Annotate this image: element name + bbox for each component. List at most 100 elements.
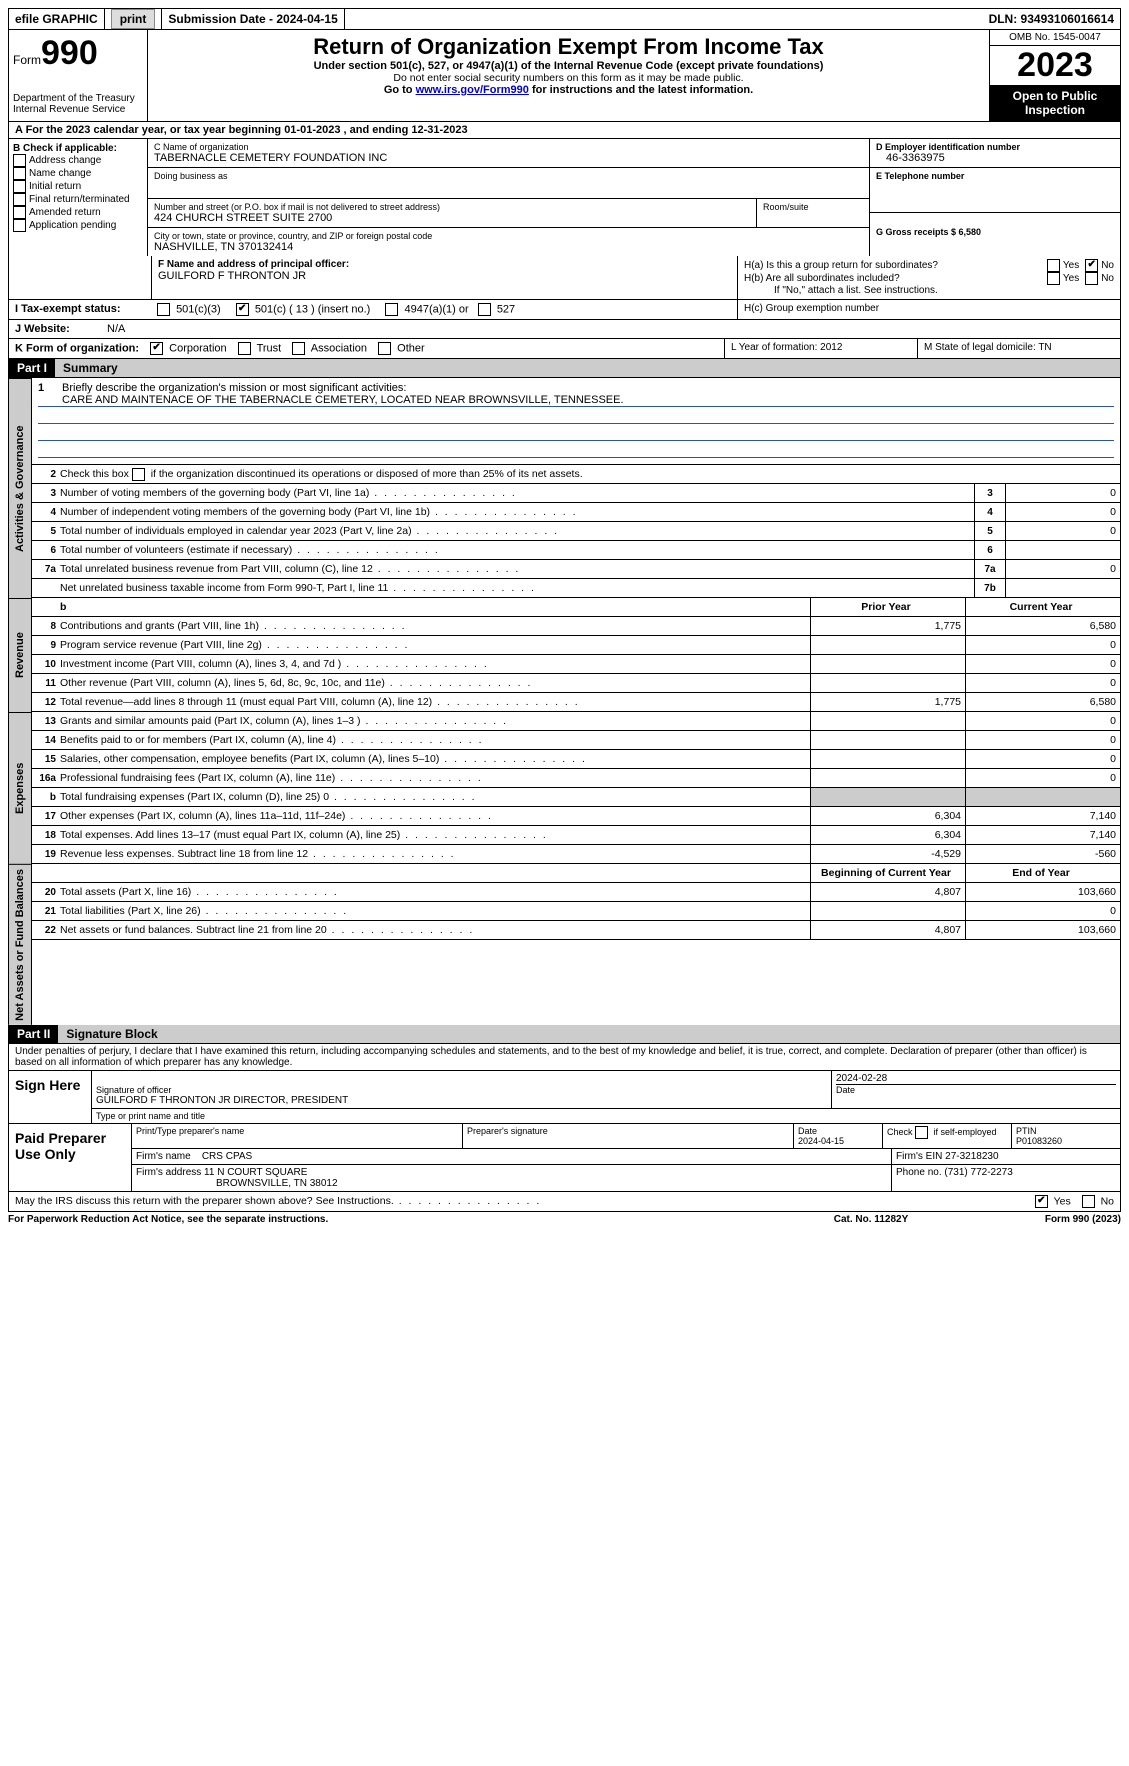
check-initial-return[interactable] (13, 180, 26, 193)
paid-preparer-block: Paid Preparer Use Only Print/Type prepar… (8, 1124, 1121, 1192)
i-label: I Tax-exempt status: (9, 300, 151, 319)
phone: (731) 772-2273 (944, 1167, 1012, 1178)
k-other[interactable] (378, 342, 391, 355)
hb-label: H(b) Are all subordinates included? (744, 273, 1047, 284)
type-name-label: Type or print name and title (92, 1109, 1120, 1123)
hb-note: If "No," attach a list. See instructions… (744, 285, 1114, 296)
m-state: M State of legal domicile: TN (917, 339, 1120, 358)
gross-receipts: G Gross receipts $ 6,580 (876, 227, 1114, 237)
sig-officer-label: Signature of officer (96, 1085, 827, 1095)
i-4947[interactable] (385, 303, 398, 316)
ha-label: H(a) Is this a group return for subordin… (744, 260, 1047, 271)
form-prefix: Form (13, 53, 41, 67)
row-klm: K Form of organization: Corporation Trus… (8, 339, 1121, 359)
city-label: City or town, state or province, country… (154, 231, 863, 241)
paid-preparer: Paid Preparer Use Only (9, 1124, 132, 1191)
part2-header: Part II Signature Block (8, 1025, 1121, 1044)
efile-label: efile GRAPHIC (9, 9, 105, 29)
row-j: J Website: N/A (8, 320, 1121, 339)
col-curr: Current Year (965, 598, 1120, 616)
top-bar: efile GRAPHIC print Submission Date - 20… (8, 8, 1121, 30)
k-label: K Form of organization: (15, 342, 139, 354)
submission-date: Submission Date - 2024-04-15 (162, 9, 344, 29)
addr: 424 CHURCH STREET SUITE 2700 (154, 212, 750, 224)
i-501c3[interactable] (157, 303, 170, 316)
k-corp[interactable] (150, 342, 163, 355)
firm-addr1: 11 N COURT SQUARE (204, 1167, 307, 1178)
part2-title: Signature Block (58, 1025, 1120, 1043)
part1-hdr: Part I (9, 359, 55, 377)
print-button[interactable]: print (111, 9, 156, 29)
l2: Check this box if the organization disco… (60, 468, 583, 480)
part1-title: Summary (55, 359, 1120, 377)
sec-governance: Activities & Governance 1Briefly describ… (8, 378, 1121, 598)
box-d: D Employer identification number 46-3363… (869, 139, 1120, 256)
sign-block: Sign Here Signature of officer GUILFORD … (8, 1071, 1121, 1124)
discuss-yes[interactable] (1035, 1195, 1048, 1208)
ein-label: D Employer identification number (876, 142, 1114, 152)
k-assoc[interactable] (292, 342, 305, 355)
hb-no[interactable] (1085, 272, 1098, 285)
omb-number: OMB No. 1545-0047 (990, 30, 1120, 46)
j-label: J Website: (9, 320, 101, 338)
subtitle-2: Do not enter social security numbers on … (152, 72, 985, 84)
ha-no[interactable] (1085, 259, 1098, 272)
firm-ein: 27-3218230 (945, 1151, 998, 1162)
ptin: P01083260 (1016, 1136, 1062, 1146)
j-val: N/A (101, 320, 131, 338)
goto-post: for instructions and the latest informat… (529, 84, 753, 96)
open-public: Open to Public Inspection (990, 85, 1120, 121)
part1-header: Part I Summary (8, 359, 1121, 378)
hc-label: H(c) Group exemption number (737, 300, 1120, 319)
officer-label: F Name and address of principal officer: (158, 259, 731, 270)
goto-pre: Go to (384, 84, 416, 96)
sig-date-label: Date (836, 1085, 1116, 1095)
mission: CARE AND MAINTENACE OF THE TABERNACLE CE… (38, 394, 1114, 407)
i-501c[interactable] (236, 303, 249, 316)
footer-left: For Paperwork Reduction Act Notice, see … (8, 1214, 771, 1225)
self-emp-check[interactable] (915, 1126, 928, 1139)
check-address-change[interactable] (13, 154, 26, 167)
check-amended[interactable] (13, 206, 26, 219)
tax-year: 2023 (990, 46, 1120, 85)
hb-yes[interactable] (1047, 272, 1060, 285)
discuss-no[interactable] (1082, 1195, 1095, 1208)
col-prior: Prior Year (810, 598, 965, 616)
check-app-pending[interactable] (13, 219, 26, 232)
part2-hdr: Part II (9, 1025, 58, 1043)
k-trust[interactable] (238, 342, 251, 355)
form-title: Return of Organization Exempt From Incom… (152, 34, 985, 60)
col-end: End of Year (965, 864, 1120, 882)
discuss-label: May the IRS discuss this return with the… (15, 1195, 541, 1207)
sec-net-assets: Net Assets or Fund Balances Beginning of… (8, 864, 1121, 1025)
firm-name: CRS CPAS (202, 1151, 252, 1162)
footer-right: Form 990 (2023) (971, 1214, 1121, 1225)
tab-governance: Activities & Governance (8, 378, 32, 598)
org-name-label: C Name of organization (154, 142, 863, 152)
ha-yes[interactable] (1047, 259, 1060, 272)
footer: For Paperwork Reduction Act Notice, see … (8, 1212, 1121, 1227)
box-b-label: B Check if applicable: (13, 143, 143, 154)
sign-here: Sign Here (9, 1071, 92, 1123)
l-year: L Year of formation: 2012 (724, 339, 917, 358)
officer-name: GUILFORD F THRONTON JR (158, 270, 731, 282)
discuss-row: May the IRS discuss this return with the… (8, 1192, 1121, 1212)
check-name-change[interactable] (13, 167, 26, 180)
tab-net-assets: Net Assets or Fund Balances (8, 864, 32, 1025)
firm-addr2: BROWNSVILLE, TN 38012 (136, 1178, 338, 1189)
self-emp: Check if self-employed (882, 1124, 1011, 1148)
row-fh: F Name and address of principal officer:… (8, 256, 1121, 300)
sig-officer: GUILFORD F THRONTON JR DIRECTOR, PRESIDE… (96, 1095, 827, 1106)
dln: DLN: 93493106016614 (983, 9, 1120, 29)
check-final-return[interactable] (13, 193, 26, 206)
sec-expenses: Expenses 13Grants and similar amounts pa… (8, 712, 1121, 864)
city: NASHVILLE, TN 370132414 (154, 241, 863, 253)
i-527[interactable] (478, 303, 491, 316)
irs-link[interactable]: www.irs.gov/Form990 (416, 84, 529, 96)
col-beg: Beginning of Current Year (810, 864, 965, 882)
org-name: TABERNACLE CEMETERY FOUNDATION INC (154, 152, 863, 164)
row-i: I Tax-exempt status: 501(c)(3) 501(c) ( … (8, 300, 1121, 320)
row-a-tax-year: A For the 2023 calendar year, or tax yea… (8, 122, 1121, 139)
subtitle-1: Under section 501(c), 527, or 4947(a)(1)… (152, 60, 985, 72)
l2-check[interactable] (132, 468, 145, 481)
